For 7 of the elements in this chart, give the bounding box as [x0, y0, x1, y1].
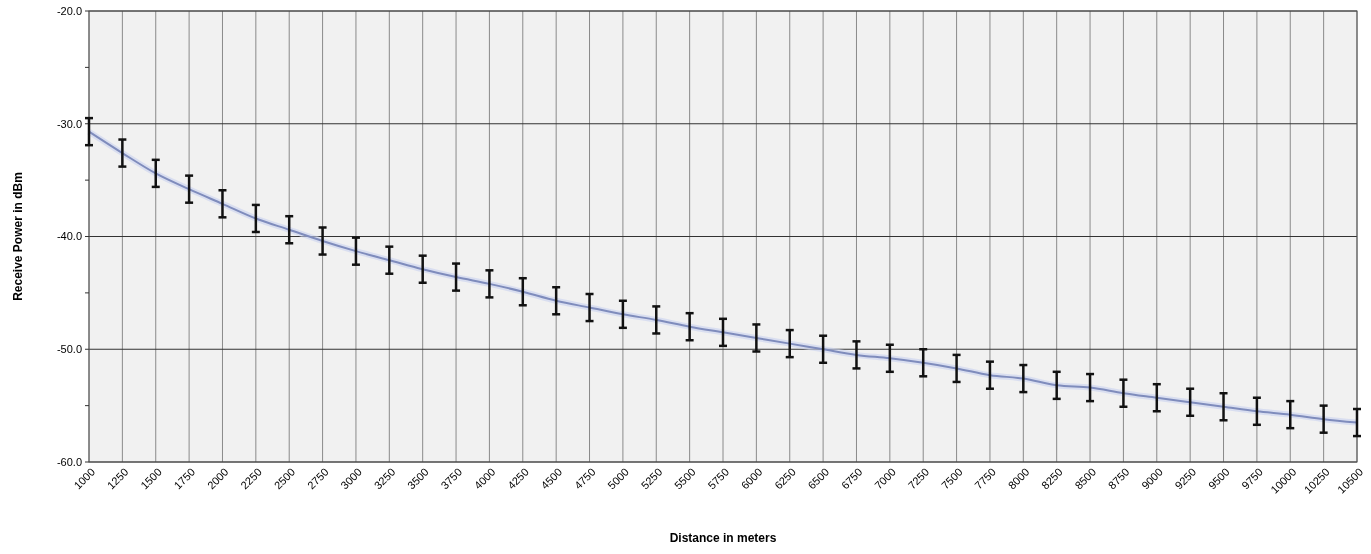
y-tick-label: -20.0 — [56, 4, 82, 17]
y-axis-title: Receive Power in dBm — [11, 172, 25, 301]
y-tick-label: -50.0 — [56, 343, 82, 356]
y-tick-label: -30.0 — [56, 117, 82, 130]
y-tick-label: -40.0 — [56, 230, 82, 243]
x-axis-title: Distance in meters — [669, 531, 777, 545]
y-tick-label: -60.0 — [56, 455, 82, 468]
